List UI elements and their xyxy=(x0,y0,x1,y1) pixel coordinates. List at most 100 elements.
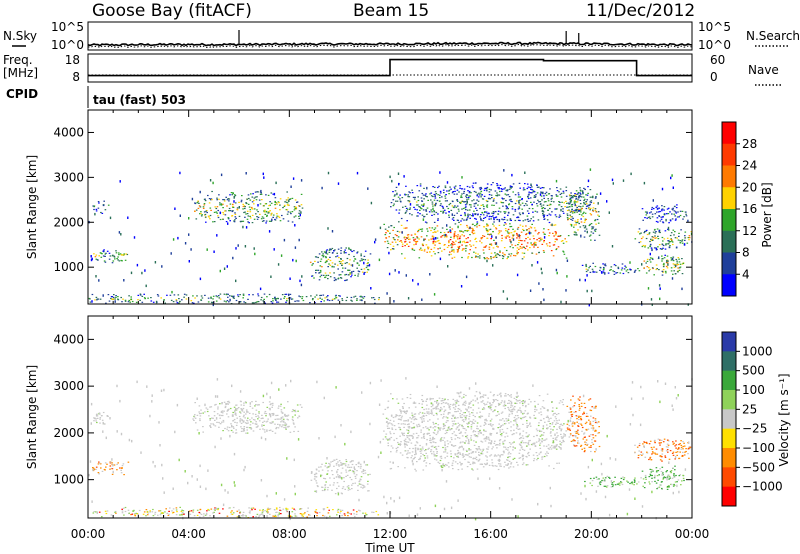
scatter-point-255 xyxy=(358,461,360,465)
scatter-point-176 xyxy=(585,263,587,267)
date-title: 11/Dec/2012 xyxy=(586,1,695,21)
scatter-point-207 xyxy=(666,477,668,481)
scatter-point-19 xyxy=(474,517,477,521)
scatter-point-165 xyxy=(461,176,463,179)
scatter-point-190 xyxy=(450,506,453,510)
scatter-point-102 xyxy=(567,419,569,423)
scatter-point-249 xyxy=(456,399,458,402)
scatter-point-219 xyxy=(327,171,330,175)
x-tick-label-0: 00:00 xyxy=(71,527,106,541)
scatter-point-75 xyxy=(199,464,201,468)
scatter-point-42 xyxy=(184,470,186,473)
scatter-point-40 xyxy=(331,230,334,233)
scatter-point-28 xyxy=(659,400,661,404)
scatter-point-92 xyxy=(402,433,404,436)
scatter-point-71 xyxy=(177,236,179,240)
scatter-point-194 xyxy=(233,481,235,484)
scatter-point-151 xyxy=(155,300,158,304)
scatter-point-195 xyxy=(555,268,558,272)
scatter-point-1 xyxy=(584,484,586,488)
scatter-point-111 xyxy=(469,226,471,230)
scatter-point-107 xyxy=(214,395,217,398)
scatter-point-108 xyxy=(411,459,414,463)
scatter-point-210 xyxy=(672,257,674,261)
scatter-point-52 xyxy=(667,263,669,266)
scatter-point-24 xyxy=(574,203,576,207)
scatter-point-120 xyxy=(539,193,542,196)
scatter-point-150 xyxy=(222,503,225,507)
scatter-point-121 xyxy=(220,483,223,487)
scatter-point-119 xyxy=(141,271,143,275)
scatter-point-147 xyxy=(560,300,562,304)
scatter-point-113 xyxy=(477,477,479,480)
scatter-point-54 xyxy=(234,484,236,487)
scatter-point-84 xyxy=(542,191,544,195)
scatter-point-215 xyxy=(516,391,518,395)
noise-left-tick-bottom: 10^0 xyxy=(51,38,84,52)
scatter-point-189 xyxy=(116,384,118,388)
scatter-point-99 xyxy=(439,171,441,174)
scatter-point-111 xyxy=(412,462,414,466)
scatter-point-228 xyxy=(433,293,436,296)
power-g-region-4 xyxy=(309,247,372,282)
scatter-point-176 xyxy=(140,451,142,454)
vel-g-region-7 xyxy=(584,475,642,488)
scatter-point-248 xyxy=(675,264,677,268)
scatter-point-115 xyxy=(249,402,251,405)
scatter-point-149 xyxy=(219,211,221,215)
nave-tick-bottom: 0 xyxy=(710,70,718,84)
scatter-point-199 xyxy=(588,303,590,307)
power-plot xyxy=(88,168,693,307)
scatter-point-95 xyxy=(566,275,568,278)
scatter-point-5 xyxy=(278,388,280,391)
colorbar-tick-label-7: −1000 xyxy=(742,480,783,494)
colorbar-swatch-3 xyxy=(722,390,736,410)
scatter-point-120 xyxy=(340,424,342,427)
scatter-point-65 xyxy=(389,175,391,179)
scatter-point-20 xyxy=(584,225,587,228)
scatter-point-155 xyxy=(668,461,670,464)
scatter-point-225 xyxy=(300,283,303,287)
scatter-point-235 xyxy=(391,179,393,183)
scatter-point-7 xyxy=(335,386,337,389)
scatter-point-105 xyxy=(120,233,122,236)
scatter-point-249 xyxy=(651,303,653,306)
scatter-point-100 xyxy=(146,385,148,388)
colorbar-tick-label-2: 20 xyxy=(742,180,757,194)
scatter-point-84 xyxy=(275,492,277,495)
scatter-point-223 xyxy=(199,277,202,281)
scatter-point-60 xyxy=(681,287,683,291)
scatter-point-59 xyxy=(582,394,585,398)
scatter-point-239 xyxy=(671,404,673,407)
scatter-point-86 xyxy=(290,185,292,188)
scatter-point-4 xyxy=(650,298,653,301)
scatter-point-30 xyxy=(490,440,493,443)
scatter-point-224 xyxy=(109,417,111,420)
scatter-point-98 xyxy=(233,200,235,203)
scatter-point-202 xyxy=(565,289,567,292)
scatter-point-237 xyxy=(595,490,598,493)
scatter-point-244 xyxy=(511,173,513,177)
scatter-point-191 xyxy=(529,231,531,235)
scatter-point-11 xyxy=(480,217,482,221)
colorbar-tick-label-4: −25 xyxy=(742,422,767,436)
scatter-point-124 xyxy=(174,430,176,434)
scatter-point-234 xyxy=(552,440,555,443)
scatter-point-123 xyxy=(227,491,229,494)
colorbar-swatch-5 xyxy=(722,428,736,449)
scatter-point-162 xyxy=(88,473,90,477)
scatter-point-89 xyxy=(630,397,633,400)
scatter-point-156 xyxy=(421,298,423,301)
scatter-point-141 xyxy=(237,244,239,247)
scatter-point-220 xyxy=(232,256,234,260)
scatter-point-89 xyxy=(495,236,497,239)
scatter-point-212 xyxy=(667,226,670,230)
scatter-point-128 xyxy=(510,240,512,244)
scatter-point-44 xyxy=(206,248,208,251)
scatter-point-207 xyxy=(460,285,463,288)
scatter-point-64 xyxy=(491,235,493,238)
scatter-point-194 xyxy=(661,187,664,191)
scatter-point-162 xyxy=(299,279,301,283)
scatter-point-12 xyxy=(492,264,494,267)
nave-label: Nave xyxy=(748,63,779,77)
